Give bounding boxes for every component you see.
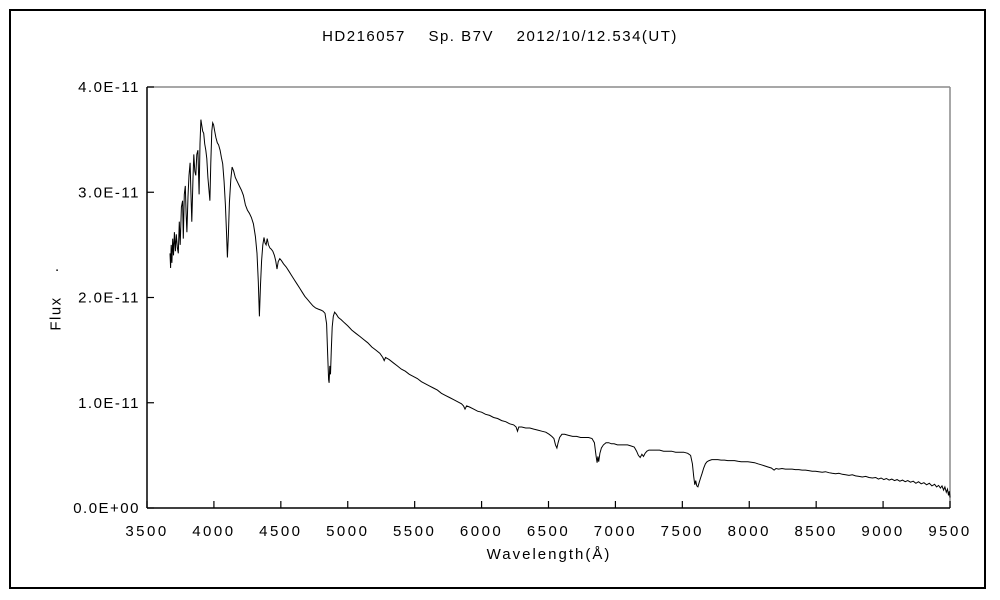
- x-axis-label: Wavelength(Å): [486, 546, 612, 563]
- x-tick-label: 6000: [460, 523, 503, 540]
- y-tick-label: 4.0E-11: [78, 79, 140, 96]
- x-tick-label: 4500: [259, 523, 302, 540]
- x-tick-label: 5000: [326, 523, 369, 540]
- figure-border: [9, 9, 986, 589]
- x-tick-label: 9000: [861, 523, 904, 540]
- x-tick-label: 6500: [527, 523, 570, 540]
- y-tick-label: 2.0E-11: [78, 290, 140, 307]
- spectrum-line: [169, 119, 951, 498]
- x-tick-label: 3500: [125, 523, 168, 540]
- x-tick-label: 4000: [192, 523, 235, 540]
- x-tick-label: 8500: [794, 523, 837, 540]
- x-tick-label: 5500: [393, 523, 436, 540]
- chart-title: HD216057 Sp. B7V 2012/10/12.534(UT): [322, 28, 678, 45]
- x-tick-label: 8000: [728, 523, 771, 540]
- y-axis-stray-dot: .: [55, 258, 60, 275]
- y-tick-label: 3.0E-11: [78, 184, 140, 201]
- x-tick-label: 7500: [661, 523, 704, 540]
- y-tick-label: 0.0E+00: [73, 500, 140, 517]
- x-tick-label: 9500: [928, 523, 971, 540]
- x-tick-label: 7000: [594, 523, 637, 540]
- y-tick-label: 1.0E-11: [78, 395, 140, 412]
